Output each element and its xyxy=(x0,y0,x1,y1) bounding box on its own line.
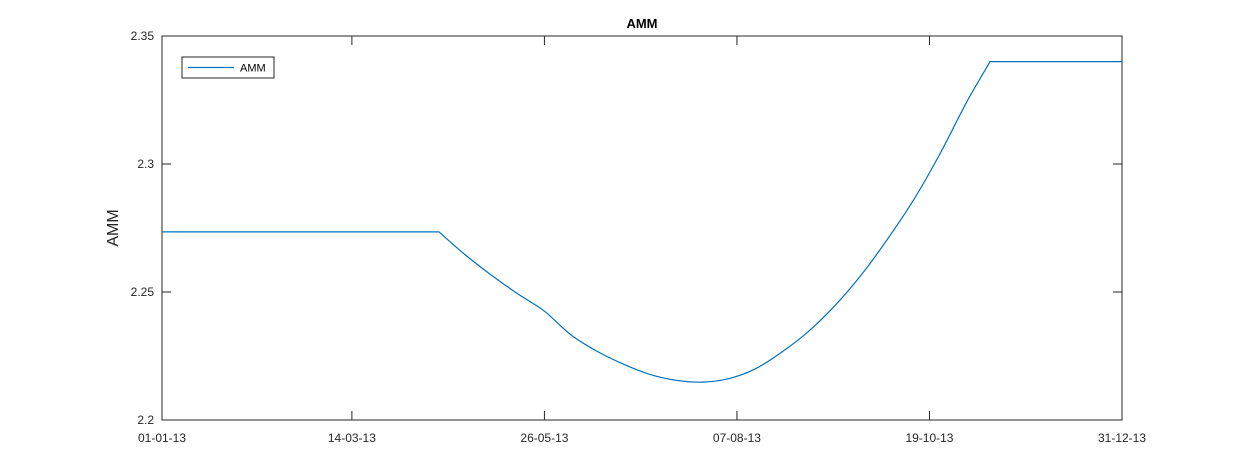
x-tick-label: 07-08-13 xyxy=(713,431,761,445)
plot-frame xyxy=(161,35,1123,421)
y-tick-label: 2.2 xyxy=(137,413,154,427)
plot-axes: 01-01-13 14-03-13 26-05-13 07-08-13 19-10-13… xyxy=(131,29,1147,445)
y-tick-label: 2.3 xyxy=(137,157,154,171)
legend: AMM xyxy=(181,56,275,79)
x-tick-label: 01-01-13 xyxy=(138,431,186,445)
x-tick-label: 31-12-13 xyxy=(1098,431,1146,445)
y-axis-label: AMM xyxy=(105,209,122,246)
x-tick-label: 14-03-13 xyxy=(328,431,376,445)
y-tick-label: 2.25 xyxy=(131,285,155,299)
x-tick-label: 26-05-13 xyxy=(520,431,568,445)
chart-title: AMM xyxy=(626,16,657,31)
plot-lines xyxy=(162,61,1122,383)
y-tick-label: 2.35 xyxy=(131,29,155,43)
series-line-amm xyxy=(162,61,1122,383)
x-tick-label: 19-10-13 xyxy=(905,431,953,445)
legend-label: AMM xyxy=(240,63,266,75)
